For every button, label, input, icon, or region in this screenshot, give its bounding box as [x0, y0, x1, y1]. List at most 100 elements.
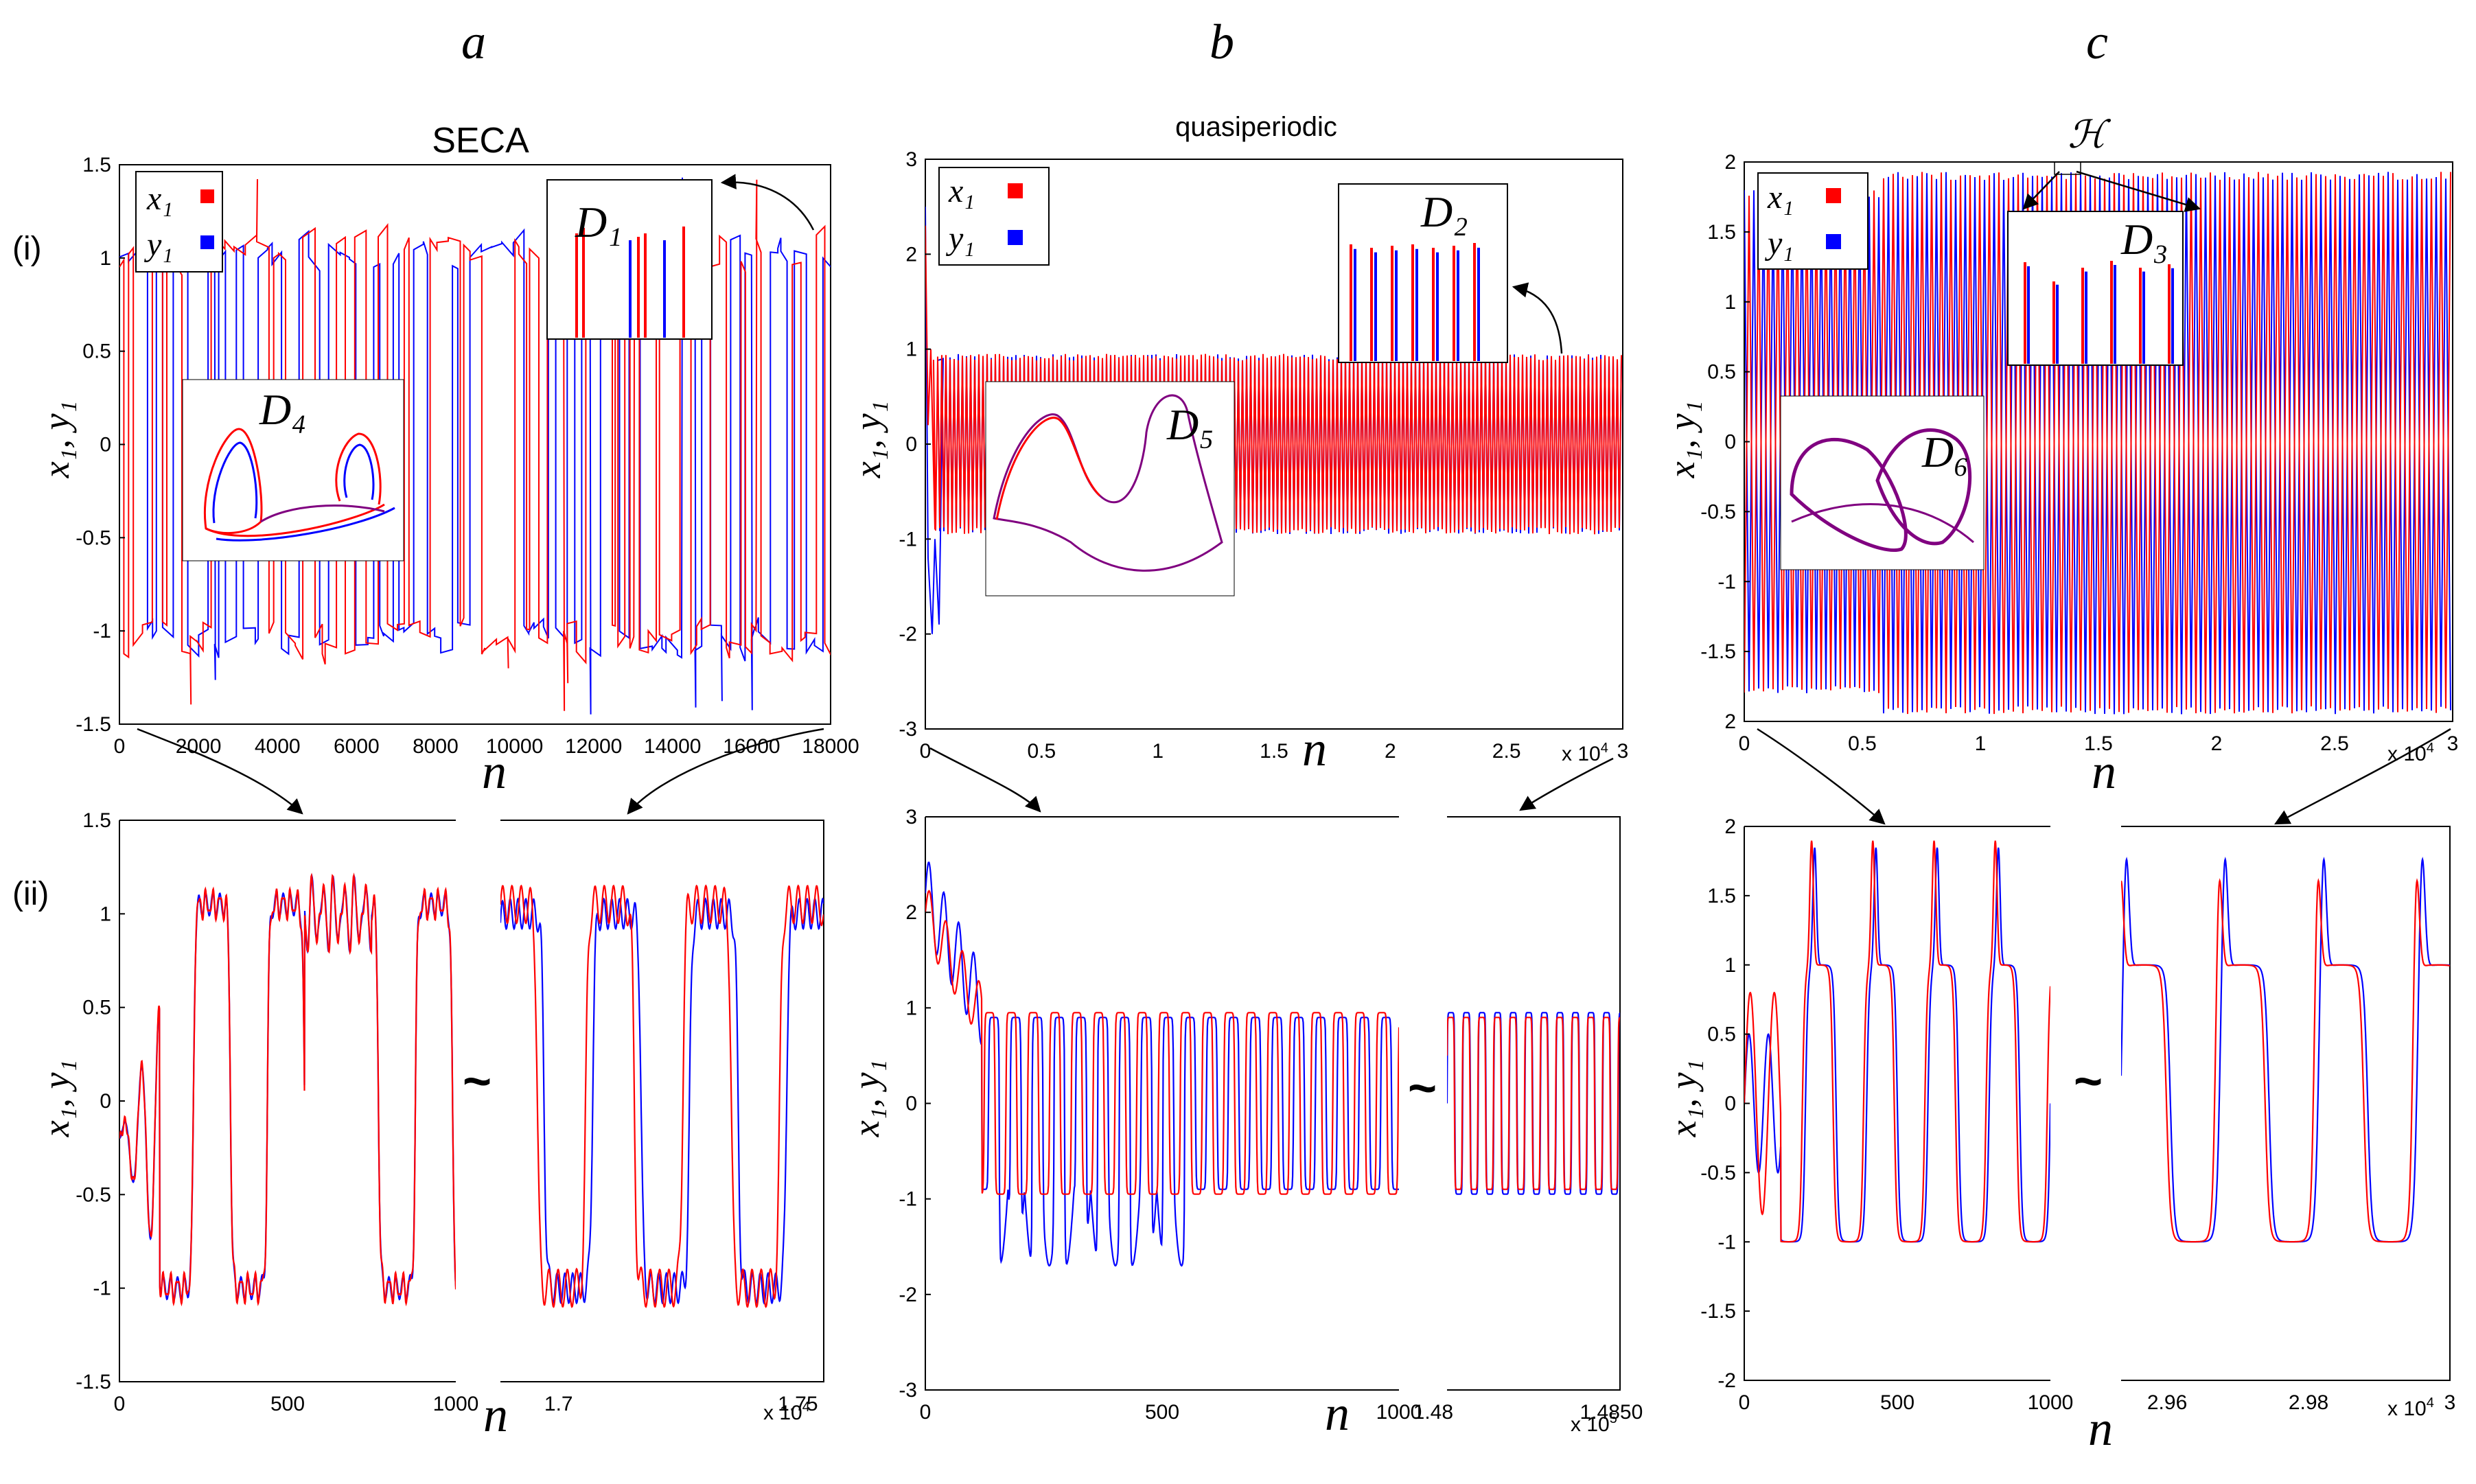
x-tick-label: 2 [1385, 740, 1396, 763]
y-tick-label: 2 [1724, 151, 1736, 174]
x-tick-label: 1000 [1376, 1401, 1422, 1424]
xlabel-b-i: n [1302, 721, 1327, 776]
ylabel-b-ii: x₁, y₁ [846, 1060, 887, 1137]
y-tick-label: 1.5 [1707, 221, 1736, 244]
y-tick-label: -1.5 [1700, 640, 1736, 663]
y-tick-label: -1 [1717, 570, 1736, 593]
series-line-y1 [500, 897, 824, 1305]
inset-d4-label: D₄ [259, 385, 306, 434]
x-tick-label: 2 [2211, 732, 2223, 755]
y-tick-label: -0.5 [76, 1183, 111, 1206]
inset-d3: D₃ [2007, 211, 2184, 366]
ylabel-a-i: x₁, y₁ [36, 401, 77, 478]
tick-layer: -1.5-1-0.500.511.50 2000 4000 6000 8000 10000… [76, 148, 2458, 1436]
row-label-ii: (ii) [12, 876, 49, 912]
legend-swatch-x1 [1008, 183, 1023, 198]
series-line-x1 [1447, 1017, 1620, 1190]
ylabel-c-ii: x₁, y₁ [1663, 1060, 1704, 1137]
inset-d6-label: D₆ [1921, 428, 1969, 476]
x-tick-label: 1000 [2028, 1391, 2074, 1414]
y-tick-label: -1 [93, 620, 111, 642]
x-tick-label: 3 [2444, 1391, 2456, 1414]
inset-d4: D₄ [182, 379, 404, 561]
series-line-x1 [1744, 840, 2050, 1243]
legend-c: x₁ y₁ [1757, 172, 1868, 270]
x-tick-label: 500 [1880, 1391, 1914, 1414]
series-line-y1 [119, 873, 456, 1301]
y-tick-label: 1 [100, 903, 111, 925]
y-tick-label: -1.5 [76, 713, 111, 736]
y-tick-label: -3 [899, 718, 917, 741]
x-tick-label: 3 [1617, 740, 1629, 763]
x-tick-label: 0 [920, 740, 932, 763]
y-tick-label: -1 [899, 528, 917, 550]
legend-swatch-x1 [200, 189, 214, 203]
x-tick-label: 6000 [334, 735, 380, 758]
arrow-d3 [2022, 161, 2201, 212]
column-letter-c: c [2086, 14, 2108, 69]
series-line-x1 [500, 884, 824, 1308]
series-line-x1 [925, 890, 1399, 1195]
y-tick-label: 2 [1724, 710, 1736, 733]
tilde-b: ~ [1408, 1061, 1437, 1116]
legend-b: x₁ y₁ [938, 167, 1050, 266]
y-tick-label: -3 [899, 1379, 917, 1402]
column-title-a: SECA [432, 121, 529, 161]
legend-label-y1: y₁ [1764, 225, 1794, 262]
x-multiplier: x 105 [1571, 1411, 1617, 1436]
series-line-y1 [2121, 857, 2450, 1243]
legend-swatch-y1 [1826, 234, 1841, 249]
y-tick-label: 0.5 [1707, 1023, 1736, 1046]
inset-d1: D₁ [546, 179, 713, 340]
y-tick-label: -1 [899, 1188, 917, 1211]
y-tick-label: 0 [100, 1090, 111, 1113]
x-tick-label: 1.75 [778, 1393, 818, 1415]
series-line-x1 [2121, 878, 2450, 1243]
xlabel-a-i: n [482, 744, 507, 799]
y-tick-label: 0 [1724, 1093, 1736, 1115]
x-tick-label: 2.5 [2320, 732, 2349, 755]
x-tick-label: 0.5 [1027, 740, 1056, 763]
x-tick-label: 2.98 [2289, 1391, 2328, 1414]
legend-label-x1: x₁ [146, 181, 173, 217]
x-tick-label: 4000 [255, 735, 301, 758]
ylabel-c-i: x₁, y₁ [1661, 401, 1702, 478]
y-tick-label: 1.5 [82, 809, 111, 832]
x-tick-label: 0 [1739, 1391, 1750, 1414]
y-tick-label: 1 [1724, 291, 1736, 314]
y-tick-label: -1.5 [1700, 1300, 1736, 1323]
x-tick-label: 500 [1145, 1401, 1179, 1424]
x-tick-label: 1.5 [2084, 732, 2113, 755]
x-tick-label: 2.5 [1492, 740, 1521, 763]
x-tick-label: 1.4850 [1580, 1401, 1643, 1424]
x-tick-label: 1.7 [544, 1393, 573, 1415]
x-tick-label: 1.5 [1260, 740, 1288, 763]
y-tick-label: 1 [100, 247, 111, 270]
row-label-i: (i) [12, 231, 42, 267]
x-tick-label: 10000 [486, 735, 543, 758]
legend-swatch-x1 [1826, 188, 1841, 203]
x-tick-label: 1 [1152, 740, 1164, 763]
legend-swatch-y1 [200, 235, 214, 249]
x-tick-label: 1 [1975, 732, 1987, 755]
legend-swatch-y1 [1008, 230, 1023, 245]
y-tick-label: 0 [100, 434, 111, 456]
column-letter-b: b [1210, 14, 1234, 69]
x-tick-label: 1.48 [1413, 1401, 1453, 1424]
ylabel-a-ii: x₁, y₁ [36, 1060, 77, 1137]
legend-label-y1: y₁ [945, 220, 975, 257]
y-tick-label: 3 [905, 148, 917, 171]
inset-d6: D₆ [1780, 395, 1985, 570]
series-line-y1 [119, 177, 831, 715]
y-tick-label: 1 [905, 338, 917, 361]
y-tick-label: -2 [899, 623, 917, 646]
x-tick-label: 8000 [413, 735, 459, 758]
inset-d5-label: D₅ [1166, 400, 1214, 449]
y-tick-label: 0.5 [82, 340, 111, 363]
y-tick-label: 1 [1724, 954, 1736, 977]
y-tick-label: -2 [899, 1284, 917, 1306]
y-tick-label: -1 [1717, 1231, 1736, 1253]
xlabel-c-ii: n [2088, 1401, 2113, 1456]
x-tick-label: 14000 [644, 735, 701, 758]
